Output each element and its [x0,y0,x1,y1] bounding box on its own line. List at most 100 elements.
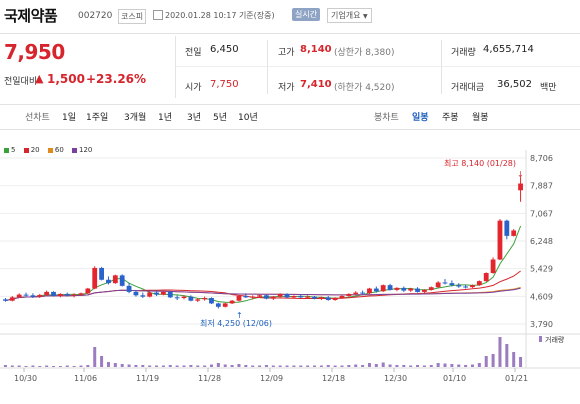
tab-line-chart[interactable]: 선차트 [25,113,50,123]
x-tick-label: 11/19 [136,374,159,383]
volume-bar [505,344,509,367]
candle-body [401,287,407,291]
candle-body [504,220,510,236]
x-tick-label: 11/06 [74,374,97,383]
tab-monthly[interactable]: 월봉 [472,113,489,123]
volume-bar [258,365,262,367]
tab-3m[interactable]: 3개월 [124,113,147,123]
tab-weekly[interactable]: 주봉 [442,113,459,123]
volume-bar [79,365,83,367]
company-info-button[interactable]: 기업개요 ▼ [327,8,372,23]
volume-bar [395,365,399,367]
tab-1w[interactable]: 1주일 [86,113,109,123]
volume-bar [484,356,488,367]
ma-line-5 [5,225,522,304]
x-tick-label: 01/10 [443,374,466,383]
tab-10y[interactable]: 10년 [238,113,258,123]
low-annotation: 최저 4,250 (12/06) [200,318,272,328]
tab-5y[interactable]: 5년 [213,113,228,123]
candle-body [64,293,70,296]
volume-bar [498,337,502,367]
moving-average-lines [5,225,522,304]
ma-line-120 [5,287,521,302]
volume-legend-swatch [539,336,542,342]
volume-value: 4,655,714 [483,44,534,55]
volume-bar [31,365,35,367]
high-annotation: 최고 8,140 (01/28) [444,158,516,168]
candle-body [99,267,104,280]
tab-3y[interactable]: 3년 [187,113,202,123]
volume-bar [443,363,447,367]
high-value: 8,140 [300,44,332,55]
chevron-down-icon: ▼ [363,13,368,20]
open-label: 시가 [185,83,202,93]
candle-body [284,293,290,298]
candle-body [270,296,276,299]
candle-body [188,296,194,301]
volume-bar [416,365,420,367]
volume-bar [388,364,392,367]
candle-body [380,285,386,292]
volume-bar [491,354,495,367]
period-tabbar [0,104,580,130]
volume-bar [292,365,296,367]
candle-body [373,288,379,292]
volume-bar [237,364,241,367]
tab-daily[interactable]: 일봉 [412,113,429,123]
volume-bar [354,364,358,367]
volume-bar [271,365,275,367]
price-change-percent: +23.26% [86,72,147,86]
volume-bar [361,365,365,367]
legend-item: 120 [72,146,92,154]
candles [3,177,523,309]
volume-bar [120,364,124,367]
candle-body [195,299,201,301]
volume-bar [134,365,138,367]
tab-candle-chart[interactable]: 봉차트 [374,113,399,123]
open-value: 7,750 [210,79,239,90]
candle-body [9,297,15,301]
high-label: 고가 [278,48,295,58]
volume-bar [457,364,461,367]
volume-bar [72,366,76,367]
price-chart[interactable]: 8,706 7,887 7,067 6,248 5,429 4,609 3,790 10/3… [0,130,580,404]
amount-value: 36,502 [497,79,532,90]
candle-body [133,291,139,296]
volume-bar [422,365,426,367]
volume-bar [106,362,110,367]
volume-bar [196,365,200,367]
candle-body [23,294,29,296]
candle-body [332,297,338,301]
tab-1d[interactable]: 1일 [62,113,77,123]
realtime-button[interactable]: 실시간 [292,8,321,21]
stock-header [0,0,580,34]
candle-body [408,288,414,291]
candle-body [470,285,475,288]
candle-body [476,281,482,286]
legend-label: 20 [30,146,40,154]
candle-body [37,294,43,297]
prev-close-label: 전일 [185,48,202,58]
volume-bar [519,357,523,367]
x-axis: 10/30 11/06 11/19 11/28 12/09 12/18 12/30 01/10… [14,368,528,383]
candle-body [325,297,331,301]
legend-swatch [47,147,53,153]
volume-bar [436,363,440,367]
volume-bar [333,365,337,367]
candle-body [126,285,132,292]
calendar-icon [153,10,163,20]
candle-body [257,295,262,297]
legend-swatch [23,147,29,153]
volume-bar [319,365,323,367]
volume-bar [409,365,413,367]
candle-body [222,303,228,307]
upper-limit: (상한가 8,380) [334,48,395,58]
volume-bar [17,365,21,367]
candle-body [71,294,77,296]
legend-swatch [4,147,9,153]
tab-1y[interactable]: 1년 [158,113,173,123]
candle-body [435,282,441,288]
legend-item: 60 [47,146,64,154]
volume-bar [148,365,152,367]
candle-body [415,288,420,292]
